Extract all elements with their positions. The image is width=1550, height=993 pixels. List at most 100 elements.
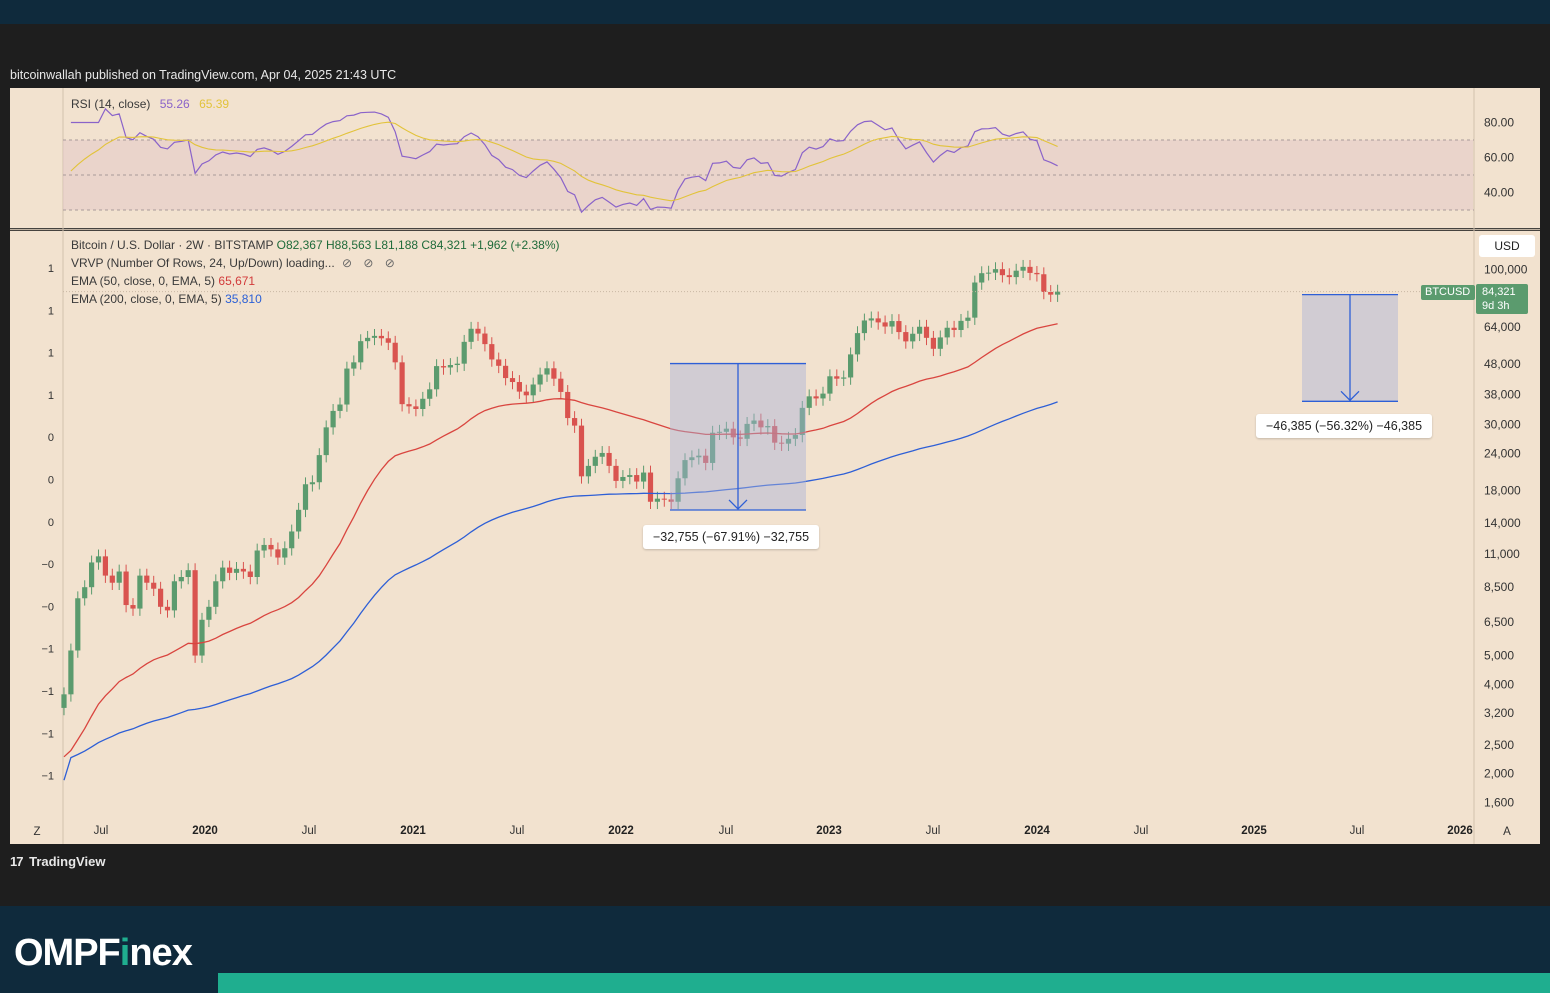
candle-body: [710, 432, 716, 463]
candle-body: [123, 571, 129, 606]
currency-button[interactable]: USD: [1479, 235, 1535, 257]
candle-body: [496, 359, 502, 366]
price-tick-label: 8,500: [1484, 580, 1514, 594]
candle-body: [185, 570, 191, 578]
candle-body: [799, 407, 805, 436]
candle-body: [979, 273, 985, 283]
rsi-value: 55.26: [159, 97, 190, 111]
candle-body: [192, 570, 198, 656]
candle-body: [227, 567, 233, 573]
candle-body: [758, 420, 764, 428]
candle-body: [923, 326, 930, 338]
candle-body: [599, 452, 605, 457]
candle-body: [723, 428, 729, 432]
price-tick-label: 1,600: [1484, 795, 1514, 809]
candle-body: [420, 398, 426, 410]
candle-body: [213, 581, 219, 607]
candle-body: [337, 404, 343, 411]
ema200-legend[interactable]: EMA (200, close, 0, EMA, 5) 35,810: [71, 292, 262, 306]
candle-body: [544, 368, 550, 375]
candle-body: [82, 587, 88, 599]
candle-body: [427, 389, 433, 399]
candle-body: [903, 332, 909, 342]
ompfinex-logo: OMPFinex: [14, 932, 193, 975]
candle-body: [689, 457, 695, 461]
candle-body: [972, 282, 978, 318]
time-tick-label: Jul: [302, 825, 317, 837]
ema50-legend[interactable]: EMA (50, close, 0, EMA, 5) 65,671: [71, 274, 255, 288]
candle-body: [116, 571, 122, 583]
candle-body: [461, 341, 467, 364]
time-tick-label: 2021: [400, 825, 426, 837]
candle-body: [220, 567, 226, 582]
candle-body: [489, 344, 495, 360]
left-axis-label: 0: [48, 517, 54, 529]
candle-body: [1055, 291, 1061, 295]
candle-body: [137, 575, 143, 609]
ema200-line: [63, 401, 1058, 781]
axis-zoom-button[interactable]: Z: [33, 826, 40, 838]
time-axis[interactable]: [10, 815, 1540, 844]
logo-part-b: nex: [129, 932, 192, 974]
candle-body: [730, 428, 736, 438]
left-axis-label: −1: [41, 686, 54, 698]
logo-accent: i: [119, 932, 131, 974]
rsi-ma-value: 65.39: [199, 97, 230, 111]
candle-body: [716, 431, 723, 433]
candle-body: [344, 368, 350, 405]
price-tick-label: 11,000: [1484, 547, 1520, 561]
candle-body: [68, 650, 74, 695]
vrvp-label: VRVP (Number Of Rows, 24, Up/Down) loadi…: [71, 256, 335, 270]
tradingview-brand[interactable]: 17 TradingView: [10, 854, 105, 869]
candle-body: [627, 475, 633, 477]
symbol-tag: BTCUSD: [1421, 285, 1475, 300]
logo-part-a: OMPF: [14, 932, 121, 974]
candle-body: [378, 335, 384, 339]
axis-auto-button[interactable]: A: [1503, 826, 1511, 838]
candle-body: [406, 404, 412, 407]
candle-body: [661, 498, 667, 500]
candle-body: [958, 320, 964, 330]
last-price: 84,321: [1482, 286, 1516, 298]
candle-body: [275, 549, 281, 558]
candle-body: [296, 509, 302, 532]
price-tick-label: 48,000: [1484, 357, 1521, 371]
candle-body: [572, 418, 578, 426]
candle-body: [861, 320, 867, 334]
candle-body: [875, 318, 881, 323]
candle-body: [151, 582, 157, 589]
price-panel[interactable]: [10, 231, 1540, 815]
rsi-ma-line: [70, 121, 1058, 202]
candle-body: [164, 606, 171, 611]
candle-body: [358, 341, 364, 363]
candle-body: [268, 544, 274, 550]
time-tick-label: Jul: [719, 825, 734, 837]
candle-body: [440, 366, 447, 368]
candle-body: [944, 327, 950, 338]
symbol-legend[interactable]: Bitcoin / U.S. Dollar · 2W · BITSTAMP O8…: [71, 238, 560, 252]
bar-countdown: 9d 3h: [1482, 300, 1510, 312]
candle-body: [413, 406, 419, 410]
candle-body: [385, 338, 391, 343]
left-axis-label: 0: [48, 475, 54, 487]
candle-body: [772, 426, 778, 443]
candle-body: [61, 694, 67, 708]
vrvp-legend[interactable]: VRVP (Number Of Rows, 24, Up/Down) loadi…: [71, 256, 399, 270]
price-tick-label: 2,500: [1484, 738, 1514, 752]
candle-body: [813, 396, 819, 399]
candle-body: [158, 588, 164, 607]
candle-body: [889, 321, 895, 327]
candle-body: [937, 337, 943, 349]
candle-body: [289, 531, 295, 549]
time-tick-label: Jul: [926, 825, 941, 837]
candle-body: [482, 333, 488, 345]
candle-body: [647, 472, 654, 502]
candle-body: [392, 342, 398, 363]
top-band: [0, 0, 1550, 24]
ema200-value: 35,810: [225, 292, 262, 306]
price-tick-label: 14,000: [1484, 516, 1521, 530]
time-tick-label: Jul: [1350, 825, 1365, 837]
candle-body: [1020, 266, 1026, 271]
candle-body: [1041, 274, 1047, 292]
